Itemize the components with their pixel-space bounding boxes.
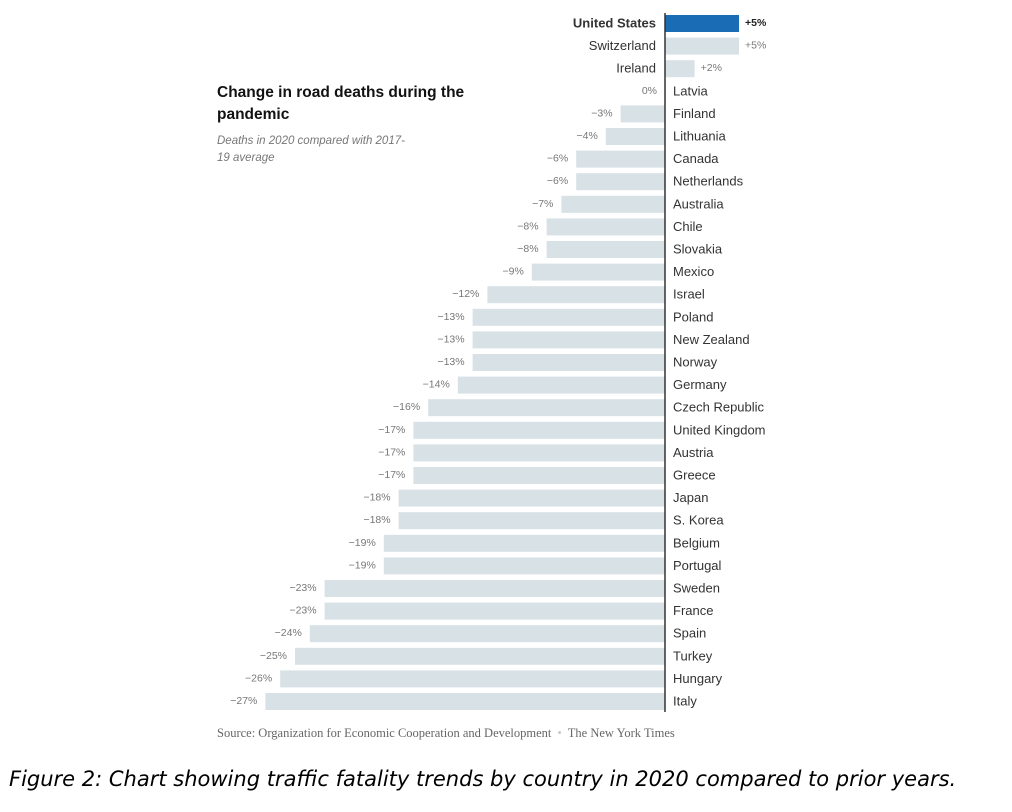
value-label-turkey: −25%	[260, 650, 287, 662]
value-label-canada: −6%	[547, 153, 568, 165]
bar-japan	[399, 490, 665, 507]
value-label-poland: −13%	[437, 311, 464, 323]
country-label-greece: Greece	[673, 468, 716, 483]
bar-chile	[547, 218, 665, 235]
country-label-canada: Canada	[673, 151, 719, 166]
country-label-portugal: Portugal	[673, 558, 722, 573]
value-label-greece: −17%	[378, 469, 405, 481]
value-label-belgium: −19%	[349, 537, 376, 549]
country-label-turkey: Turkey	[673, 648, 713, 663]
bar-czech-republic	[428, 399, 665, 416]
value-label-czech-republic: −16%	[393, 401, 420, 413]
value-label-spain: −24%	[275, 627, 302, 639]
value-label-netherlands: −6%	[547, 175, 568, 187]
country-label-slovakia: Slovakia	[673, 242, 723, 257]
bar-new-zealand	[473, 331, 665, 348]
country-label-united-kingdom: United Kingdom	[673, 422, 766, 437]
bar-norway	[473, 354, 665, 371]
country-label-finland: Finland	[673, 106, 716, 121]
country-label-netherlands: Netherlands	[673, 174, 744, 189]
bar-chart-svg: +5% United States +5% Switzerland +2% Ireland…	[0, 0, 1012, 740]
country-label-hungary: Hungary	[673, 671, 723, 686]
bar-austria	[413, 444, 665, 461]
country-label-new-zealand: New Zealand	[673, 332, 750, 347]
country-label-united-states: United States	[573, 16, 656, 31]
country-label-japan: Japan	[673, 490, 708, 505]
value-label-united-kingdom: −17%	[378, 424, 405, 436]
source-line: Source: Organization for Economic Cooper…	[217, 726, 675, 741]
bar-united-kingdom	[413, 422, 665, 439]
value-label-austria: −17%	[378, 446, 405, 458]
bar-netherlands	[576, 173, 665, 190]
bar-germany	[458, 377, 665, 394]
country-label-ireland: Ireland	[616, 61, 656, 76]
value-label-s-korea: −18%	[363, 514, 390, 526]
bar-hungary	[280, 670, 665, 687]
country-label-spain: Spain	[673, 626, 706, 641]
bar-israel	[487, 286, 665, 303]
value-label-france: −23%	[289, 605, 316, 617]
bar-lithuania	[606, 128, 665, 145]
country-label-s-korea: S. Korea	[673, 513, 724, 528]
bar-italy	[265, 693, 665, 710]
bar-spain	[310, 625, 665, 642]
country-label-belgium: Belgium	[673, 535, 720, 550]
country-label-austria: Austria	[673, 445, 714, 460]
value-label-switzerland: +5%	[745, 40, 766, 52]
value-label-slovakia: −8%	[517, 243, 538, 255]
country-label-chile: Chile	[673, 219, 703, 234]
bar-canada	[576, 151, 665, 168]
publisher-name: The New York Times	[568, 726, 675, 740]
country-label-switzerland: Switzerland	[589, 38, 656, 53]
source-text: Source: Organization for Economic Cooper…	[217, 726, 551, 740]
value-label-japan: −18%	[363, 492, 390, 504]
value-label-ireland: +2%	[701, 62, 722, 74]
bar-greece	[413, 467, 665, 484]
value-label-germany: −14%	[423, 379, 450, 391]
bar-finland	[621, 105, 665, 122]
country-label-france: France	[673, 603, 713, 618]
value-label-italy: −27%	[230, 695, 257, 707]
bar-mexico	[532, 264, 665, 281]
value-label-united-states: +5%	[745, 17, 767, 29]
value-label-chile: −8%	[517, 220, 538, 232]
value-label-portugal: −19%	[349, 559, 376, 571]
bar-portugal	[384, 557, 665, 574]
value-label-new-zealand: −13%	[437, 333, 464, 345]
value-label-sweden: −23%	[289, 582, 316, 594]
country-label-australia: Australia	[673, 196, 724, 211]
country-label-israel: Israel	[673, 287, 705, 302]
bar-ireland	[665, 60, 695, 77]
value-label-finland: −3%	[591, 107, 612, 119]
country-label-norway: Norway	[673, 355, 718, 370]
country-label-lithuania: Lithuania	[673, 129, 727, 144]
country-label-germany: Germany	[673, 377, 727, 392]
value-label-lithuania: −4%	[576, 130, 597, 142]
bar-poland	[473, 309, 665, 326]
value-label-latvia: 0%	[642, 85, 657, 97]
country-label-czech-republic: Czech Republic	[673, 400, 765, 415]
country-label-latvia: Latvia	[673, 83, 708, 98]
value-label-hungary: −26%	[245, 672, 272, 684]
chart: Change in road deaths during the pandemi…	[0, 0, 1012, 812]
bar-france	[325, 603, 665, 620]
bar-australia	[561, 196, 665, 213]
separator-dot: •	[557, 726, 561, 740]
bar-slovakia	[547, 241, 665, 258]
bar-united-states	[665, 15, 739, 32]
bar-belgium	[384, 535, 665, 552]
value-label-australia: −7%	[532, 198, 553, 210]
country-label-sweden: Sweden	[673, 581, 720, 596]
value-label-israel: −12%	[452, 288, 479, 300]
figure-caption: Figure 2: Chart showing traffic fatality…	[9, 767, 956, 791]
bar-switzerland	[665, 38, 739, 55]
country-label-mexico: Mexico	[673, 264, 714, 279]
value-label-norway: −13%	[437, 356, 464, 368]
bar-turkey	[295, 648, 665, 665]
country-label-italy: Italy	[673, 694, 697, 709]
value-label-mexico: −9%	[502, 266, 523, 278]
bar-s-korea	[399, 512, 665, 529]
bar-sweden	[325, 580, 665, 597]
country-label-poland: Poland	[673, 309, 713, 324]
